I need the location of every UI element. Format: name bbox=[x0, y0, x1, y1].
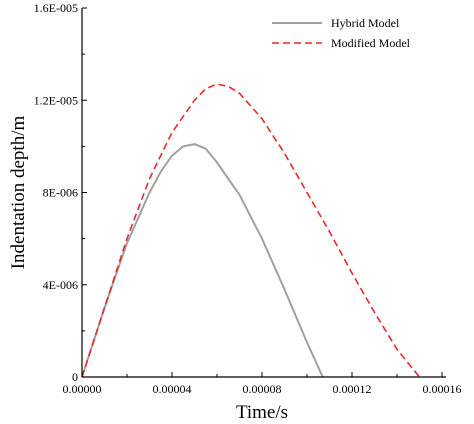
plot-area bbox=[81, 83, 421, 378]
y-tick-label: 1.6E-005 bbox=[34, 1, 78, 15]
y-axis-title: Indentation depth/m bbox=[8, 116, 29, 270]
legend: Hybrid Model Modified Model bbox=[272, 16, 411, 50]
y-tick-label: 0 bbox=[72, 370, 78, 384]
x-tick-label: 0.00004 bbox=[153, 382, 192, 396]
y-tick-label: 8E-006 bbox=[43, 186, 78, 200]
x-axis-title: Time/s bbox=[236, 402, 288, 423]
x-tick-label: 0.00012 bbox=[333, 382, 372, 396]
x-tick-label: 0.00008 bbox=[243, 382, 282, 396]
x-tick-label: 0.00000 bbox=[63, 382, 102, 396]
legend-label-hybrid-model: Hybrid Model bbox=[331, 16, 400, 30]
y-tick-label: 4E-006 bbox=[43, 278, 78, 292]
x-ticks: 0.00000 0.00004 0.00008 0.00012 0.00016 bbox=[63, 372, 462, 396]
x-tick-label: 0.00016 bbox=[423, 382, 462, 396]
series-line-modified-model bbox=[81, 83, 421, 378]
series-line-hybrid-model bbox=[81, 143, 324, 378]
legend-label-modified-model: Modified Model bbox=[331, 36, 411, 50]
y-tick-label: 1.2E-005 bbox=[34, 93, 78, 107]
y-ticks: 0 4E-006 8E-006 1.2E-005 1.6E-005 bbox=[34, 1, 87, 384]
